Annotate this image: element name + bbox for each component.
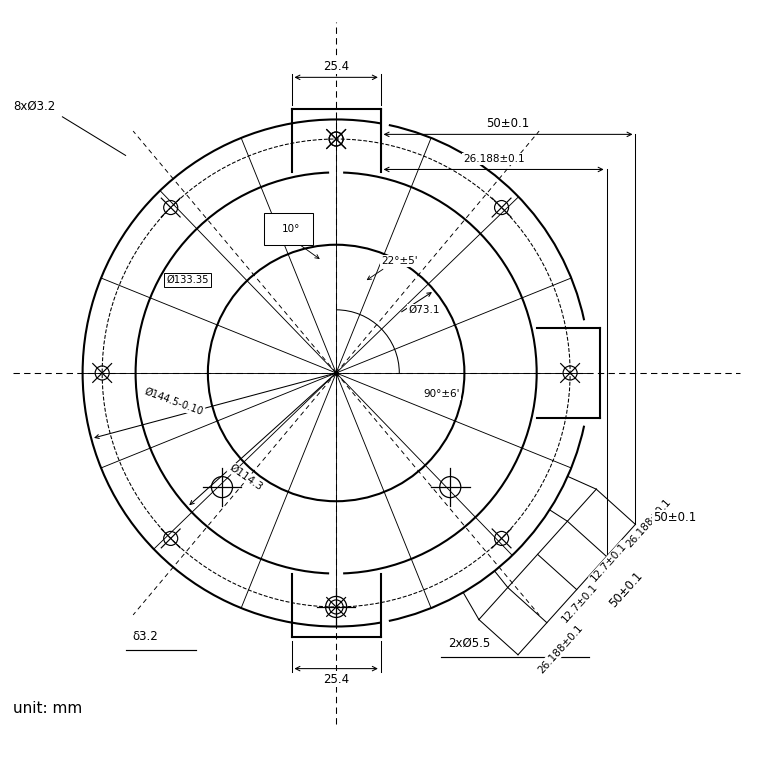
Text: 25.4: 25.4 [323,673,349,686]
Text: 50±0.1: 50±0.1 [606,569,645,610]
Text: 10°: 10° [281,224,299,234]
Text: 26.188±0.1: 26.188±0.1 [625,496,673,549]
Text: 50±0.1: 50±0.1 [653,511,696,524]
Text: Ø144.5-0.10: Ø144.5-0.10 [143,387,204,417]
Text: 8xØ3.2: 8xØ3.2 [14,100,55,112]
Text: 12.7±0.1: 12.7±0.1 [589,541,629,584]
Text: 22°±5': 22°±5' [381,255,417,266]
Text: 2xØ5.5: 2xØ5.5 [448,637,491,650]
Text: 26.188±0.1: 26.188±0.1 [463,154,524,164]
Text: 12.7±0.1: 12.7±0.1 [559,581,599,624]
Text: Ø73.1: Ø73.1 [408,305,439,315]
Text: Ø133.35: Ø133.35 [166,275,208,285]
Text: 26.188±0.1: 26.188±0.1 [536,623,585,676]
Text: δ3.2: δ3.2 [132,630,158,643]
Text: 50±0.1: 50±0.1 [486,117,530,130]
Text: unit: mm: unit: mm [14,701,83,717]
Text: 25.4: 25.4 [323,60,349,73]
FancyBboxPatch shape [264,214,313,245]
Text: Ø114.3: Ø114.3 [228,463,264,492]
Text: 90°±6': 90°±6' [423,389,460,399]
